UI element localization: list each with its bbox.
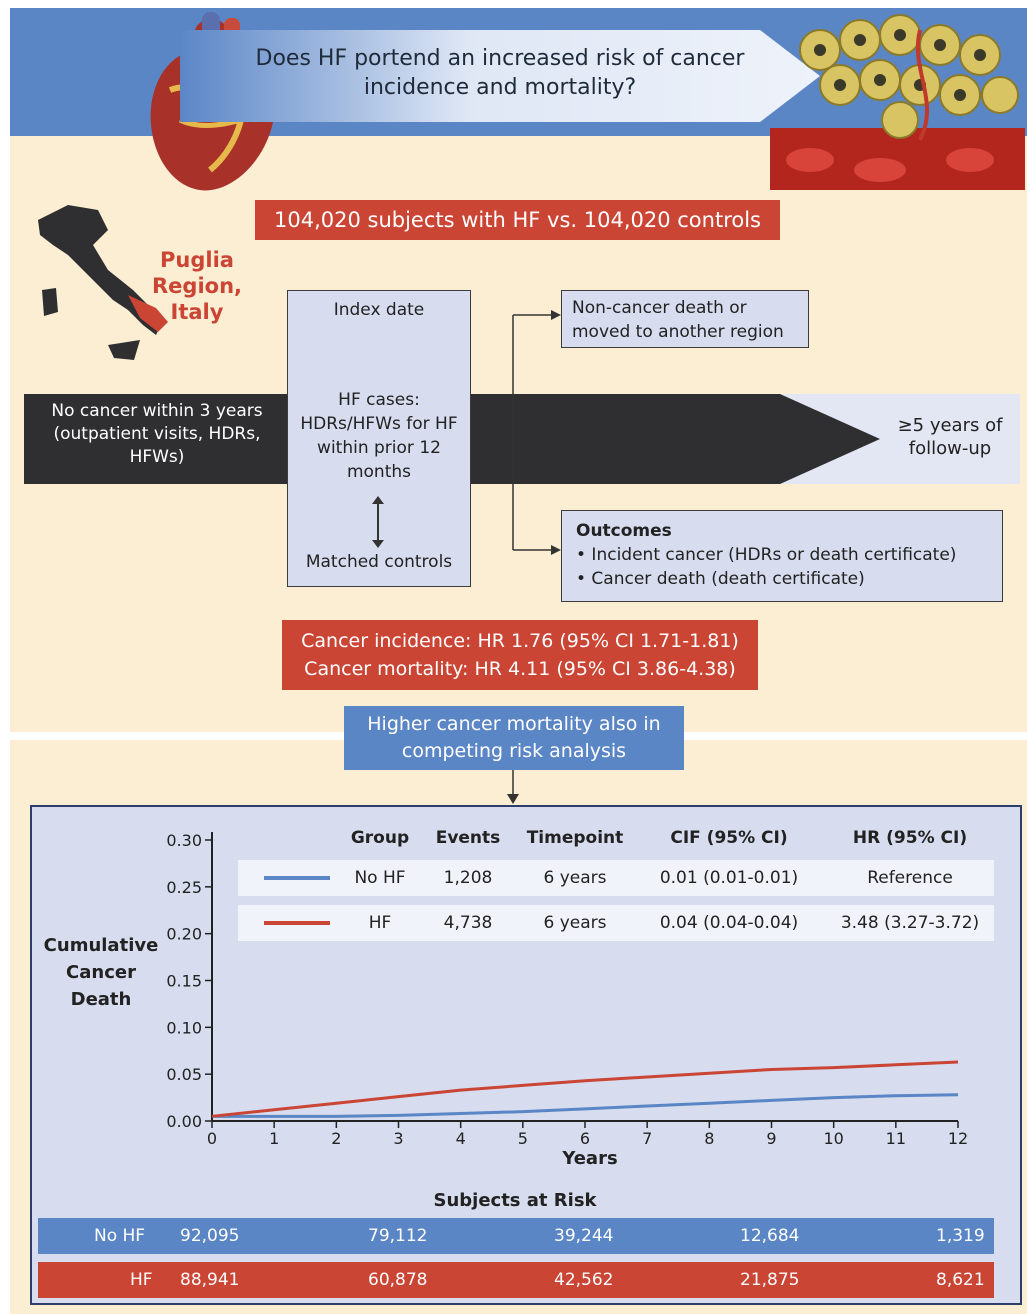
legend-hf-events: 4,738 [443, 913, 493, 933]
at-risk-hf-3: 60,878 [368, 1270, 428, 1290]
y-axis-label: Cumulative Cancer Death [43, 935, 159, 1010]
legend-hf-hr: 3.48 (3.27-3.72) [840, 913, 980, 933]
y-tick-label: 0.05 [166, 1065, 202, 1084]
at-risk-hf-9: 21,875 [740, 1270, 800, 1290]
followup-arrowhead [780, 394, 880, 484]
y-tick-label: 0.15 [166, 972, 202, 991]
at-risk-no-hf-label: No HF [94, 1226, 146, 1246]
incidence-result: Cancer incidence: HR 1.76 (95% CI 1.71-1… [301, 630, 739, 652]
italy-map-icon [38, 205, 168, 360]
legend-no-hf-cif: 0.01 (0.01-0.01) [659, 868, 799, 888]
y-tick-label: 0.25 [166, 878, 202, 897]
cancer-cells-icon [770, 14, 1025, 190]
at-risk-no-hf-12: 1,319 [936, 1226, 985, 1246]
legend-header-cif: CIF (95% CI) [670, 828, 788, 848]
series-line-hf [211, 1060, 959, 1118]
study-question: Does HF portend an increased risk of can… [255, 46, 745, 100]
x-tick-label: 6 [580, 1129, 590, 1148]
x-tick-label: 5 [518, 1129, 528, 1148]
at-risk-hf-0: 88,941 [180, 1270, 240, 1290]
y-tick-label: 0.20 [166, 925, 202, 944]
outcome-cancer-death: • Cancer death (death certificate) [576, 569, 865, 589]
at-risk-no-hf-9: 12,684 [740, 1226, 800, 1246]
legend-swatches [264, 876, 330, 925]
noncancer-text: Non-cancer death or moved to another reg… [572, 298, 784, 342]
hf-cases-label: HF cases: HDRs/HFWs for HF within prior … [300, 390, 458, 482]
x-tick-label: 9 [766, 1129, 776, 1148]
at-risk-title: Subjects at Risk [433, 1190, 597, 1211]
legend-header-hr: HR (95% CI) [852, 828, 968, 848]
at-risk-hf-12: 8,621 [936, 1270, 985, 1290]
hazard-results-box: Cancer incidence: HR 1.76 (95% CI 1.71-1… [282, 620, 758, 690]
legend-header-timepoint: Timepoint [526, 828, 624, 848]
baseline-text: No cancer within 3 years (outpatient vis… [51, 401, 263, 467]
x-tick-label: 11 [886, 1129, 906, 1148]
legend-hf-timepoint: 6 years [543, 913, 607, 933]
index-date-label: Index date [333, 300, 425, 320]
at-risk-hf-6: 42,562 [554, 1270, 614, 1290]
at-risk-hf-label: HF [130, 1270, 153, 1290]
subjects-box: 104,020 subjects with HF vs. 104,020 con… [255, 200, 780, 240]
legend-no-hf-events: 1,208 [443, 868, 493, 888]
at-risk-row-hf: HF 88,941 60,878 42,562 21,875 8,621 [38, 1262, 994, 1298]
noncancer-box: Non-cancer death or moved to another reg… [561, 290, 809, 348]
legend-hf-cif: 0.04 (0.04-0.04) [659, 913, 799, 933]
competing-risk-banner: Higher cancer mortality also in competin… [344, 706, 684, 770]
legend-no-hf-group: No HF [354, 868, 406, 888]
x-tick-label: 2 [331, 1129, 341, 1148]
legend-header-events: Events [435, 828, 501, 848]
outcomes-box: Outcomes • Incident cancer (HDRs or deat… [561, 510, 1003, 602]
legend-no-hf-timepoint: 6 years [543, 868, 607, 888]
at-risk-no-hf-0: 92,095 [180, 1226, 240, 1246]
mortality-result: Cancer mortality: HR 4.11 (95% CI 3.86-4… [304, 658, 736, 680]
double-arrow-icon [372, 496, 384, 548]
legend-row-hf [238, 905, 994, 941]
branch-connector [512, 310, 561, 555]
outcome-incident-cancer: • Incident cancer (HDRs or death certifi… [576, 545, 957, 565]
followup-text: ≥5 years of follow-up [897, 415, 1003, 459]
x-tick-label: 1 [269, 1129, 279, 1148]
y-tick-label: 0.10 [166, 1018, 202, 1037]
matched-controls-label: Matched controls [305, 552, 453, 572]
series-line-no-hf [212, 1093, 959, 1118]
cif-chart: 0.000.050.100.150.200.250.300 1 2 3 4 5 6 7 8 9 10… [166, 831, 968, 1148]
x-tick-label: 4 [456, 1129, 466, 1148]
legend-no-hf-hr: Reference [867, 868, 953, 888]
at-risk-row-no-hf: No HF 92,095 79,112 39,244 12,684 1,319 [38, 1218, 994, 1254]
x-tick-label: 0 [207, 1129, 217, 1148]
y-tick-label: 0.00 [166, 1112, 202, 1131]
down-arrow-icon [507, 770, 519, 804]
region-label: Puglia Region, Italy [152, 248, 242, 324]
x-axis-label: Years [562, 1148, 618, 1169]
outcomes-title: Outcomes [576, 521, 672, 541]
x-tick-label: 10 [823, 1129, 843, 1148]
legend-header-group: Group [350, 828, 410, 848]
question-arrow [180, 30, 820, 122]
at-risk-no-hf-6: 39,244 [554, 1226, 614, 1246]
legend-hf-group: HF [368, 913, 392, 933]
y-tick-label: 0.30 [166, 831, 202, 850]
x-tick-label: 12 [948, 1129, 968, 1148]
x-tick-label: 8 [704, 1129, 714, 1148]
at-risk-no-hf-3: 79,112 [368, 1226, 428, 1246]
x-tick-label: 3 [393, 1129, 403, 1148]
x-tick-label: 7 [642, 1129, 652, 1148]
legend-row-no-hf [238, 860, 994, 896]
